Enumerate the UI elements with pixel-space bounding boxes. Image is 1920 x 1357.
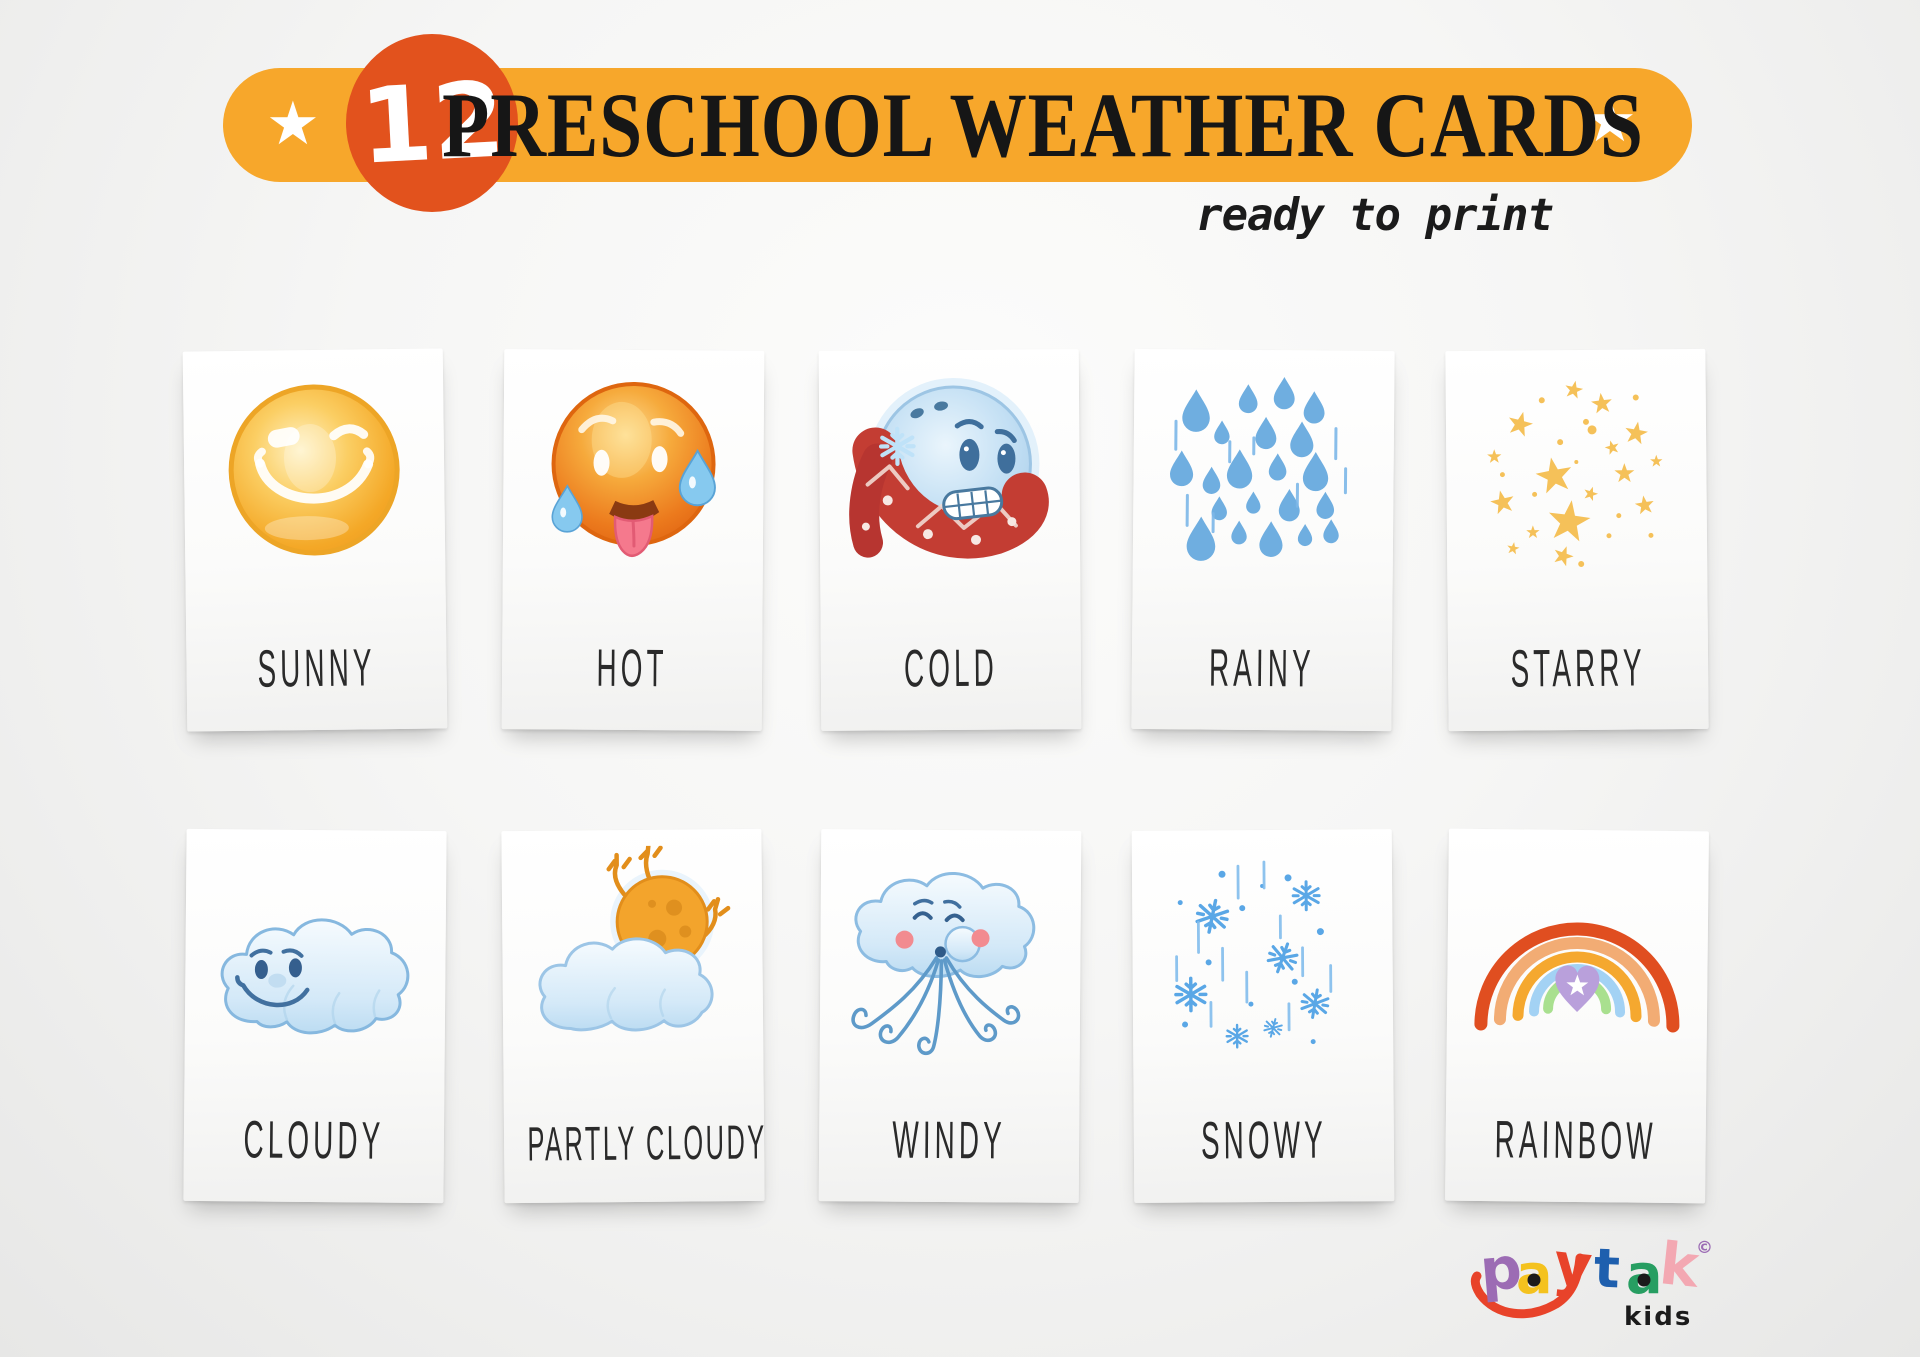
card-cloudy: CLOUDY [183,828,447,1204]
cloud-blowing-wind-icon [851,872,1036,1056]
card-label: WINDY [892,1111,1007,1171]
card-windy: WINDY [818,829,1082,1203]
card-label: STARRY [1510,638,1646,700]
card-label: RAINY [1208,639,1315,699]
card-starry: STARRY [1445,348,1709,732]
logo-letter-a: a [1626,1243,1663,1306]
card-rainy: RAINY [1131,348,1395,732]
smiling-cloud-icon [220,918,410,1035]
sun-behind-cloud-icon [538,845,731,1032]
logo-letter-k: k [1656,1229,1703,1301]
star-icon: ★ [1583,87,1637,154]
logo-swoosh-icon [1470,1253,1585,1319]
brand-logo: p a y t a k © kids [1468,1229,1720,1346]
card-hot: HOT [501,349,765,731]
stars-icon [1487,378,1663,568]
raindrops-icon [1169,376,1348,561]
freezing-face-icon [849,377,1049,559]
count-badge: 12 [346,34,518,212]
trademark-symbol: © [1696,1238,1713,1258]
rainbow-icon [1474,922,1680,1033]
poster-subtitle: ready to print [1196,190,1554,241]
logo-letter-y: y [1550,1229,1596,1301]
star-icon: ★ [266,90,320,157]
sweating-sun-face-icon [551,382,717,557]
card-snowy: SNOWY [1131,829,1395,1203]
logo-letter-t: t [1592,1236,1621,1301]
card-partly-cloudy: PARTLY CLOUDY [501,828,767,1204]
card-label: COLD [903,639,999,699]
card-cold: COLD [818,349,1082,731]
snowflakes-icon [1174,860,1333,1049]
card-label: RAINBOW [1494,1110,1657,1172]
card-label: SNOWY [1200,1111,1327,1171]
card-label: SUNNY [257,638,376,700]
smiling-sun-face-icon [228,384,400,556]
logo-kids-text: kids [1624,1302,1693,1332]
card-sunny: SUNNY [182,348,448,732]
card-label: HOT [596,639,668,699]
card-label: CLOUDY [243,1110,385,1172]
card-rainbow: RAINBOW [1445,828,1709,1204]
poster-title: PRESCHOOL WEATHER CARDS [442,74,1644,176]
card-label: PARTLY CLOUDY [527,1115,767,1172]
logo-letter-a: a [1516,1243,1553,1306]
